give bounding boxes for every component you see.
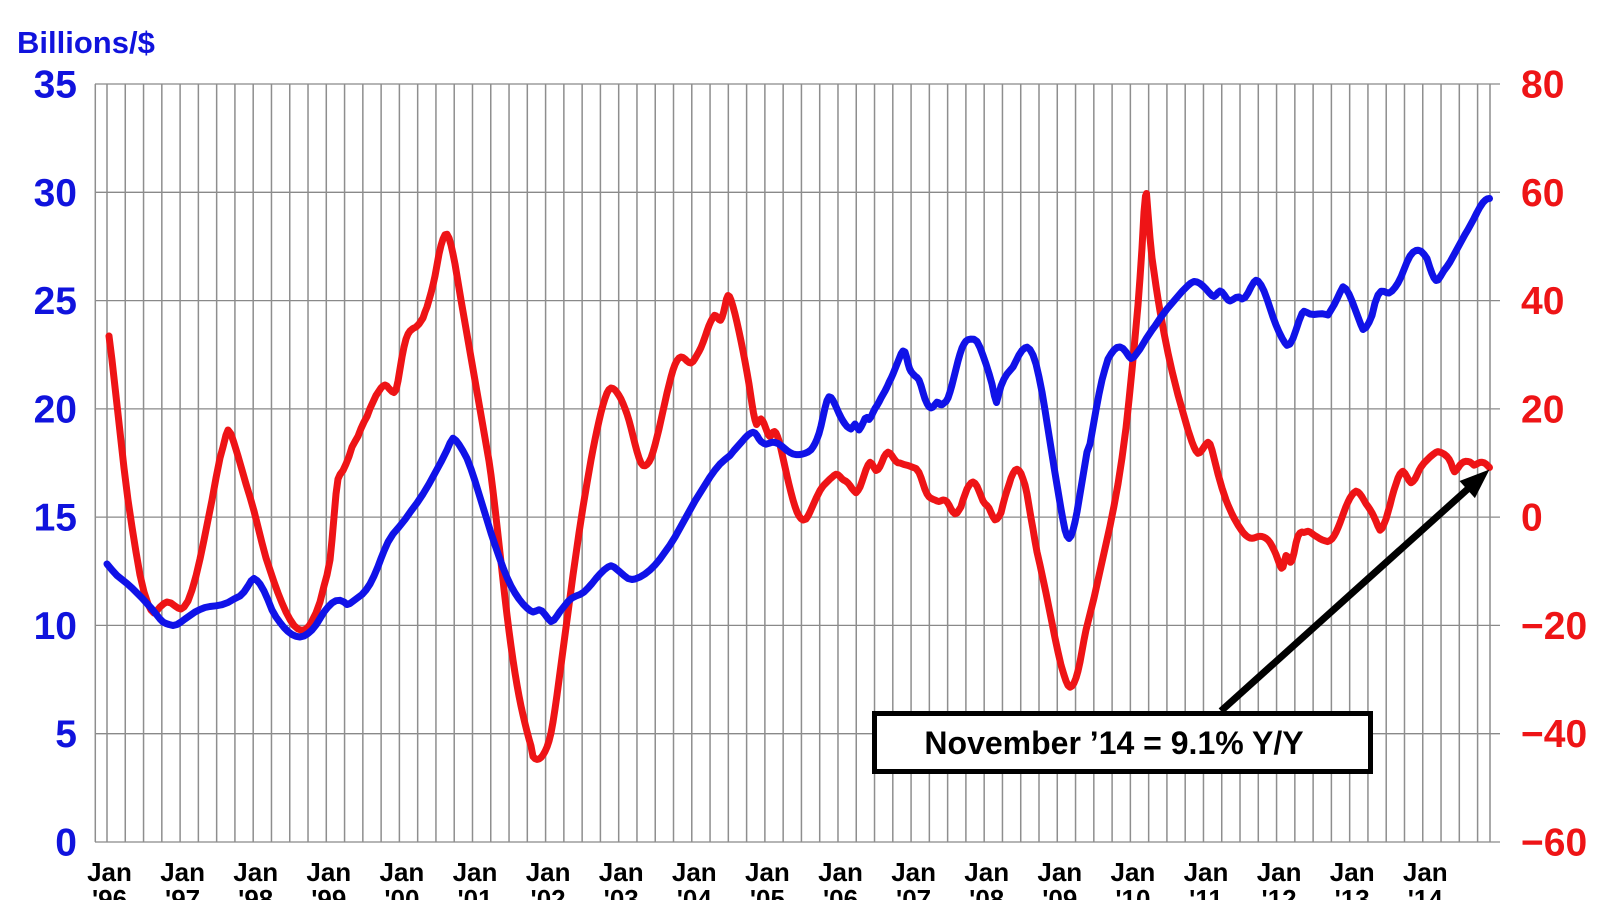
svg-text:Jan: Jan	[818, 857, 863, 887]
svg-text:Jan: Jan	[160, 857, 205, 887]
svg-text:−40: −40	[1521, 713, 1587, 756]
svg-text:'01: '01	[457, 884, 492, 900]
svg-text:'96: '96	[92, 884, 127, 900]
svg-text:Jan: Jan	[453, 857, 498, 887]
svg-text:Jan: Jan	[1184, 857, 1229, 887]
svg-text:20: 20	[34, 388, 77, 431]
svg-text:'04: '04	[677, 884, 713, 900]
svg-text:November ’14 = 9.1% Y/Y: November ’14 = 9.1% Y/Y	[924, 725, 1303, 761]
svg-text:Jan: Jan	[306, 857, 351, 887]
svg-text:Jan: Jan	[672, 857, 717, 887]
svg-text:−20: −20	[1521, 605, 1587, 648]
svg-text:35: 35	[34, 64, 77, 107]
svg-text:'00: '00	[384, 884, 419, 900]
svg-text:Jan: Jan	[1110, 857, 1155, 887]
svg-text:'14: '14	[1408, 884, 1444, 900]
svg-text:'99: '99	[311, 884, 346, 900]
svg-text:Jan: Jan	[599, 857, 644, 887]
svg-text:Jan: Jan	[964, 857, 1009, 887]
svg-text:0: 0	[1521, 497, 1543, 540]
svg-text:'09: '09	[1042, 884, 1077, 900]
svg-text:'06: '06	[823, 884, 858, 900]
svg-text:5: 5	[55, 713, 77, 756]
svg-text:20: 20	[1521, 388, 1564, 431]
svg-text:'97: '97	[165, 884, 200, 900]
svg-text:Jan: Jan	[526, 857, 571, 887]
svg-text:Billions/$: Billions/$	[17, 25, 155, 60]
svg-text:'10: '10	[1115, 884, 1150, 900]
svg-text:Jan: Jan	[1037, 857, 1082, 887]
svg-text:0: 0	[55, 822, 77, 865]
svg-text:60: 60	[1521, 172, 1564, 215]
svg-text:80: 80	[1521, 64, 1564, 107]
svg-text:Jan: Jan	[1403, 857, 1448, 887]
svg-text:10: 10	[34, 605, 77, 648]
svg-text:Jan: Jan	[1330, 857, 1375, 887]
svg-text:'05: '05	[750, 884, 785, 900]
svg-text:25: 25	[34, 280, 77, 323]
svg-text:'12: '12	[1262, 884, 1297, 900]
svg-text:'11: '11	[1189, 884, 1223, 900]
svg-text:'13: '13	[1335, 884, 1370, 900]
svg-text:Jan: Jan	[1257, 857, 1302, 887]
svg-text:−60: −60	[1521, 822, 1587, 865]
svg-text:30: 30	[34, 172, 77, 215]
svg-text:'07: '07	[896, 884, 931, 900]
svg-text:'08: '08	[969, 884, 1004, 900]
svg-text:'02: '02	[531, 884, 566, 900]
svg-text:Jan: Jan	[745, 857, 790, 887]
svg-text:Jan: Jan	[233, 857, 278, 887]
svg-text:Jan: Jan	[379, 857, 424, 887]
svg-text:'98: '98	[238, 884, 273, 900]
svg-text:40: 40	[1521, 280, 1564, 323]
svg-text:'03: '03	[604, 884, 639, 900]
svg-text:15: 15	[34, 497, 77, 540]
svg-text:Jan: Jan	[87, 857, 132, 887]
svg-text:Jan: Jan	[891, 857, 936, 887]
